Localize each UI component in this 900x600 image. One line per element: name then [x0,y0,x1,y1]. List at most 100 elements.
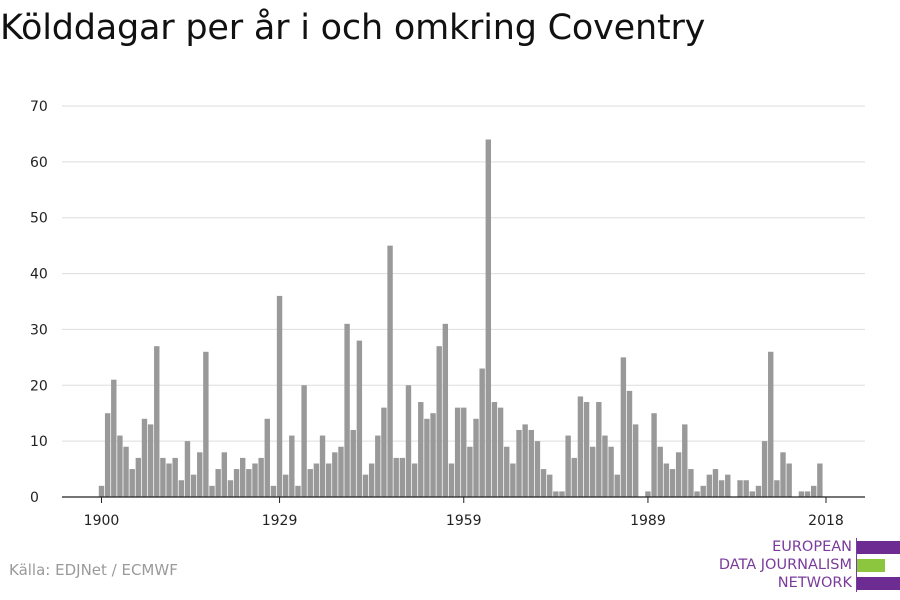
bar-1938 [332,452,338,497]
bar-2016 [811,485,817,497]
chart-title: Kölddagar per år i och omkring Coventry [0,8,706,48]
bar-1929 [276,295,283,497]
bar-1960 [467,446,473,497]
bar-1944 [368,463,375,497]
bar-1946 [381,407,387,497]
bar-1986 [626,390,633,497]
logo-bar-green [857,559,885,572]
bar-2015 [804,491,811,497]
logo-divider [856,538,857,592]
bar-1940 [344,323,350,497]
bar-1921 [227,480,234,497]
bar-2011 [780,452,786,497]
y-tick-label: 30 [30,322,48,338]
bar-1989 [645,491,651,497]
x-tick-label: 2018 [808,513,844,529]
y-tick-label: 20 [30,378,48,394]
bar-2012 [786,463,792,497]
bar-1965 [497,407,504,497]
bar-1928 [270,485,277,497]
bar-1904 [123,446,129,497]
bar-1923 [240,457,246,497]
x-tick-label: 1989 [630,513,666,529]
bar-1909 [154,346,160,497]
bar-2009 [768,351,774,497]
bar-1937 [325,463,332,497]
logo-wordmark: EUROPEAN DATA JOURNALISM NETWORK [719,538,852,592]
y-tick-label: 40 [30,267,48,283]
bar-1917 [203,351,209,497]
bar-1949 [399,457,406,497]
bar-1978 [577,396,584,497]
bar-1976 [565,435,571,497]
y-tick-label: 10 [30,434,48,450]
y-tick-label: 50 [30,211,48,227]
bar-1913 [178,480,185,497]
bar-1910 [160,457,166,497]
bar-1920 [221,452,227,497]
x-tick-label: 1959 [446,513,482,529]
bar-1943 [362,474,369,497]
bar-1952 [418,402,424,497]
bar-1955 [436,346,442,497]
bar-1963 [485,139,492,497]
bar-1998 [700,485,706,497]
bar-1931 [289,435,295,497]
bar-1968 [516,429,522,497]
y-tick-label: 70 [30,99,48,115]
bar-1916 [197,452,203,497]
bar-2014 [798,491,805,497]
bar-1973 [547,474,553,497]
bar-1918 [209,485,215,497]
bar-1907 [141,418,148,497]
logo-line-2: DATA JOURNALISM [718,557,852,573]
bar-2002 [725,474,731,497]
bar-1953 [424,418,430,497]
bar-1967 [510,463,516,497]
bar-1966 [504,446,510,497]
bar-1935 [313,463,320,497]
y-tick-label: 60 [30,155,48,171]
bar-1971 [534,441,541,497]
bar-1939 [338,446,344,497]
bar-1926 [258,457,264,497]
logo-bar-purple-bottom [857,577,900,590]
bar-1980 [589,446,596,497]
bar-1974 [553,491,559,497]
bar-1900 [98,485,105,497]
bar-1901 [104,413,111,497]
bar-1906 [135,457,142,497]
logo-line-3: NETWORK [777,575,852,591]
bar-2004 [737,480,743,497]
bar-1982 [602,435,608,497]
bar-1997 [694,491,700,497]
bar-1979 [583,402,590,497]
bar-1950 [405,385,412,497]
bar-2008 [761,441,768,497]
bar-1996 [688,469,694,497]
bar-1930 [282,474,289,497]
bar-1984 [614,474,620,497]
x-tick-label: 1929 [262,513,298,529]
bar-1932 [295,485,301,497]
bar-1924 [246,469,252,497]
bar-1972 [540,469,547,497]
bar-1908 [147,424,154,497]
logo-bar-purple-top [857,541,900,554]
bar-1922 [233,469,240,497]
bar-1983 [608,446,614,497]
bar-1977 [571,457,577,497]
bars [98,139,823,497]
bar-1934 [307,469,313,497]
bar-1945 [375,435,381,497]
bar-2000 [712,469,719,497]
bar-1954 [430,413,436,497]
bar-1956 [442,323,449,497]
bar-1947 [387,245,393,497]
bar-1995 [682,424,688,497]
bar-1993 [669,469,676,497]
bar-1964 [491,402,498,497]
source-note: Källa: EDJNet / ECMWF [9,561,178,579]
bar-2007 [755,485,762,497]
